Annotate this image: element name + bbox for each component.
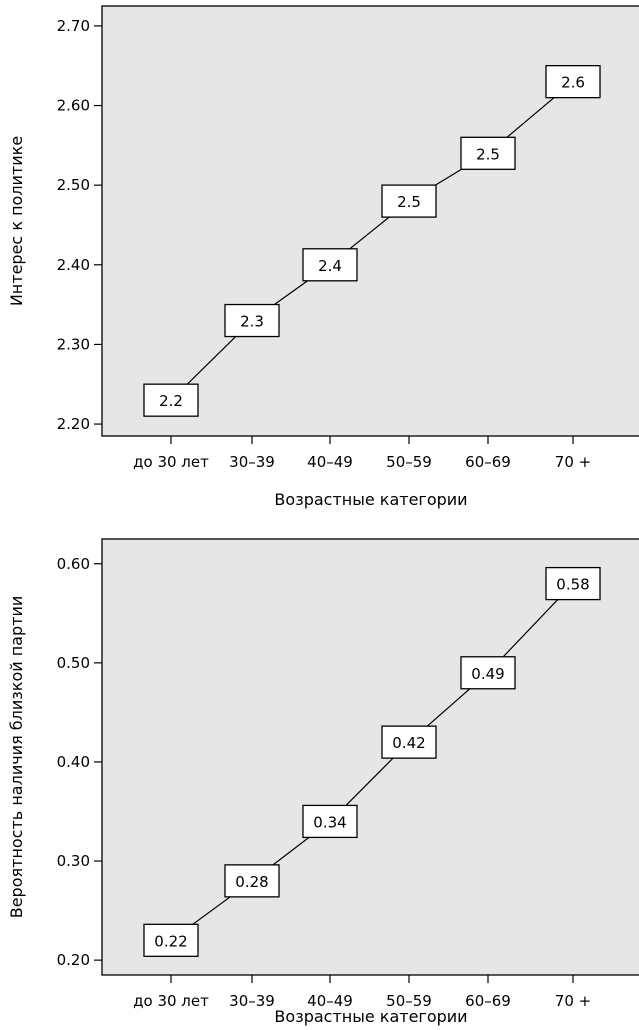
x-tick-label: 40–49 bbox=[307, 453, 353, 471]
data-label-box bbox=[545, 64, 601, 99]
data-label: 0.42 bbox=[392, 734, 425, 752]
data-label-box bbox=[381, 725, 437, 759]
data-label: 0.49 bbox=[471, 665, 504, 683]
x-tick-label: 60–69 bbox=[465, 992, 511, 1010]
y-tick-label: 2.60 bbox=[57, 97, 90, 115]
data-label-box bbox=[545, 566, 601, 601]
y-tick-label: 0.50 bbox=[57, 654, 90, 672]
data-label: 2.4 bbox=[318, 257, 342, 275]
y-tick-label: 2.70 bbox=[57, 17, 90, 35]
y-axis-title: Интерес к политике bbox=[7, 136, 26, 306]
y-axis: 0.20 0.30 0.40 0.50 0.60 bbox=[57, 555, 102, 969]
data-label-box bbox=[460, 136, 516, 170]
data-label: 0.28 bbox=[235, 873, 268, 891]
x-tick-label: 30–39 bbox=[229, 992, 275, 1010]
data-label: 2.2 bbox=[159, 392, 183, 410]
y-tick-label: 0.40 bbox=[57, 753, 90, 771]
data-labels: 2.2 2.3 2.4 2.5 2.5 2.6 bbox=[143, 64, 601, 417]
data-label: 2.5 bbox=[397, 193, 421, 211]
y-tick-label: 0.20 bbox=[57, 951, 90, 969]
y-axis: 2.20 2.30 2.40 2.50 2.60 2.70 bbox=[57, 17, 102, 433]
x-axis: до 30 лет 30–39 40–49 50–59 60–69 70 + bbox=[133, 436, 591, 471]
data-label-box bbox=[460, 656, 516, 690]
x-tick-label: 60–69 bbox=[465, 453, 511, 471]
x-axis: до 30 лет 30–39 40–49 50–59 60–69 70 + bbox=[133, 975, 591, 1010]
x-tick-label: 70 + bbox=[555, 992, 591, 1010]
data-label-box bbox=[224, 303, 280, 338]
y-axis-title: Вероятность наличия близкой партии bbox=[7, 596, 26, 919]
data-label: 0.58 bbox=[556, 576, 589, 594]
x-tick-label: 40–49 bbox=[307, 992, 353, 1010]
y-tick-label: 2.30 bbox=[57, 335, 90, 353]
data-label-box bbox=[143, 923, 199, 957]
y-tick-label: 2.20 bbox=[57, 415, 90, 433]
x-tick-label: до 30 лет bbox=[133, 992, 209, 1010]
y-tick-label: 0.60 bbox=[57, 555, 90, 573]
data-label: 0.34 bbox=[313, 813, 346, 831]
data-labels: 0.22 0.28 0.34 0.42 0.49 0.58 bbox=[143, 566, 601, 957]
plot-area bbox=[101, 538, 639, 976]
data-label: 0.22 bbox=[154, 932, 187, 950]
data-label: 2.5 bbox=[476, 145, 500, 163]
x-tick-label: 70 + bbox=[555, 453, 591, 471]
data-label: 2.3 bbox=[240, 313, 264, 331]
interest-in-politics-chart: 2.20 2.30 2.40 2.50 2.60 2.70 до 30 лет 30–39 4… bbox=[7, 5, 639, 509]
plot-background bbox=[101, 538, 639, 976]
x-tick-label: 30–39 bbox=[229, 453, 275, 471]
x-tick-label: до 30 лет bbox=[133, 453, 209, 471]
data-label-box bbox=[302, 248, 358, 282]
x-tick-label: 50–59 bbox=[386, 453, 432, 471]
x-axis-title: Возрастные категории bbox=[274, 1007, 467, 1026]
y-tick-label: 0.30 bbox=[57, 852, 90, 870]
data-label: 2.6 bbox=[561, 74, 585, 92]
data-label-box bbox=[302, 804, 358, 839]
data-label-box bbox=[143, 383, 199, 417]
data-label-box bbox=[381, 184, 437, 218]
data-label-box bbox=[224, 864, 280, 898]
y-tick-label: 2.40 bbox=[57, 256, 90, 274]
close-party-probability-chart: 0.20 0.30 0.40 0.50 0.60 до 30 лет 30–39 40–49… bbox=[7, 538, 639, 1026]
y-tick-label: 2.50 bbox=[57, 176, 90, 194]
x-axis-title: Возрастные категории bbox=[274, 490, 467, 509]
x-tick-label: 50–59 bbox=[386, 992, 432, 1010]
